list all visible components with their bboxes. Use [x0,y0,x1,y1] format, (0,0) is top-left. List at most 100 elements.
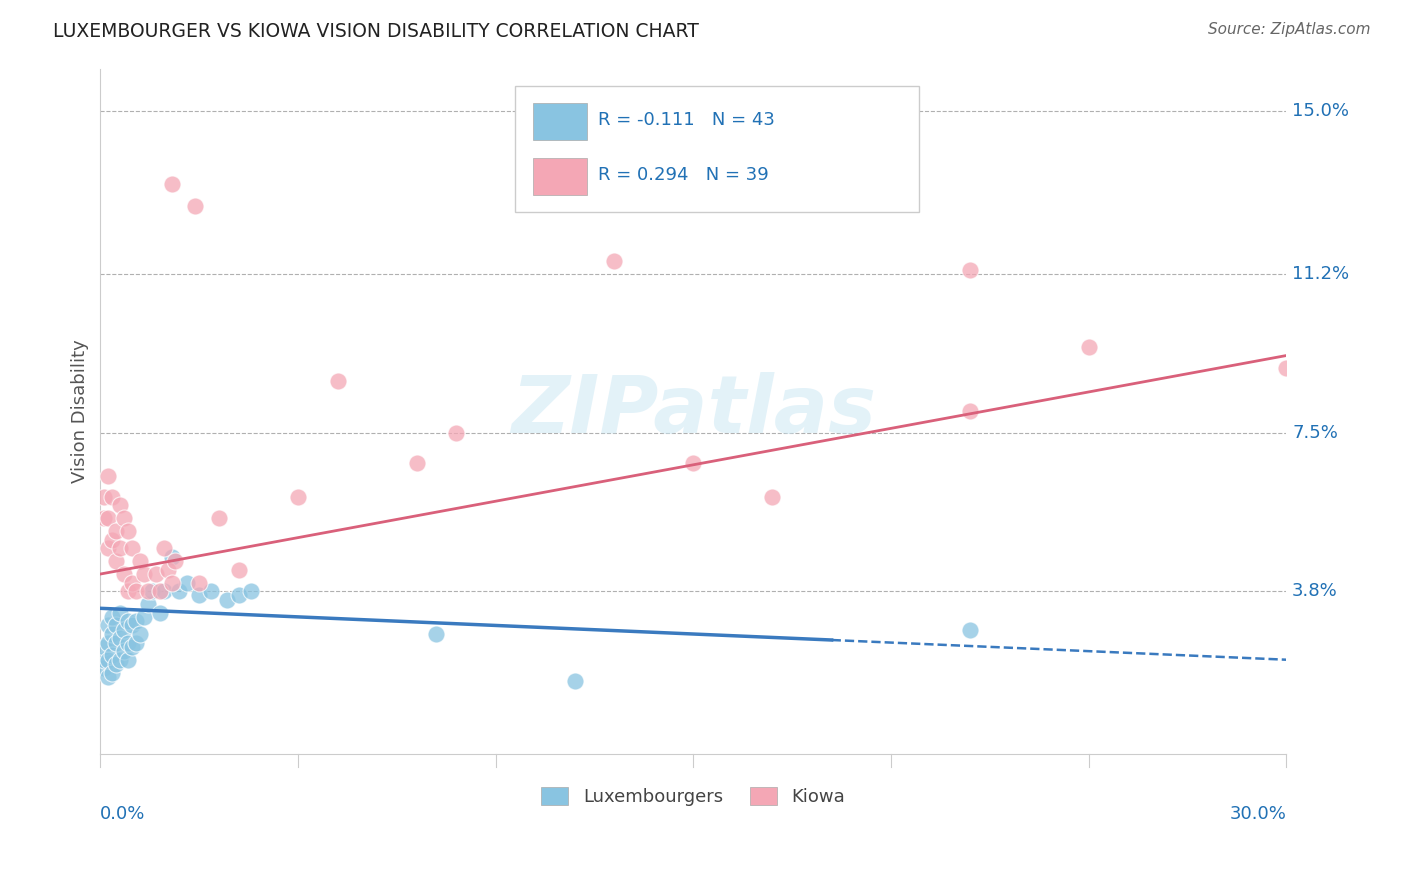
Point [101,648,124,663]
Point [128,554,150,568]
Point [93,640,115,654]
Point [184,199,207,213]
FancyBboxPatch shape [533,103,586,141]
Point [128,627,150,641]
Point [93,653,115,667]
Point [117,524,139,539]
Text: 11.2%: 11.2% [1292,265,1350,283]
Point [97,541,120,556]
Point [152,541,174,556]
Text: R = -0.111   N = 43: R = -0.111 N = 43 [599,111,775,129]
Point [136,597,159,611]
Point [121,541,143,556]
Point [228,589,250,603]
Point [136,584,159,599]
Point [239,584,262,599]
Point [208,511,231,525]
Point [959,623,981,637]
Point [141,584,163,599]
Point [405,456,427,470]
Point [959,263,981,277]
Point [93,511,115,525]
Point [160,549,183,564]
Point [108,632,131,646]
Point [93,490,115,504]
Point [1077,340,1099,354]
Point [160,575,183,590]
Point [165,554,187,568]
Point [121,640,143,654]
Text: ZIPatlas: ZIPatlas [510,372,876,450]
Point [97,635,120,649]
Point [108,606,131,620]
Point [188,575,211,590]
Point [1275,361,1298,376]
Point [117,653,139,667]
Point [97,618,120,632]
Point [97,653,120,667]
Point [112,511,135,525]
Text: 3.8%: 3.8% [1292,582,1339,600]
Point [149,606,172,620]
Point [188,589,211,603]
Point [112,567,135,582]
Point [105,657,128,671]
Point [97,511,120,525]
Point [97,670,120,684]
Point [125,614,148,628]
Point [117,614,139,628]
Point [228,563,250,577]
Point [156,563,179,577]
Point [564,674,586,689]
Y-axis label: Vision Disability: Vision Disability [72,339,89,483]
Point [425,627,447,641]
Point [101,610,124,624]
Point [215,592,238,607]
Point [287,490,309,504]
Point [200,584,222,599]
Point [761,490,783,504]
Point [105,524,128,539]
Point [132,610,155,624]
FancyBboxPatch shape [516,86,918,212]
Point [93,661,115,675]
Point [145,567,167,582]
Point [121,618,143,632]
Point [117,635,139,649]
Point [97,468,120,483]
Point [160,177,183,191]
Text: Source: ZipAtlas.com: Source: ZipAtlas.com [1208,22,1371,37]
Point [603,254,626,268]
Point [105,618,128,632]
Point [112,644,135,658]
Point [176,575,198,590]
Point [101,490,124,504]
Point [682,456,704,470]
Point [101,665,124,680]
Point [444,425,467,440]
Point [169,584,191,599]
Point [101,533,124,547]
Point [101,627,124,641]
Text: 15.0%: 15.0% [1292,103,1350,120]
Point [149,584,172,599]
Point [125,635,148,649]
Point [132,567,155,582]
Point [125,584,148,599]
Legend: Luxembourgers, Kiowa: Luxembourgers, Kiowa [534,780,852,814]
Text: 7.5%: 7.5% [1292,424,1339,442]
Point [108,653,131,667]
Text: R = 0.294   N = 39: R = 0.294 N = 39 [599,166,769,184]
Point [105,635,128,649]
Point [112,623,135,637]
FancyBboxPatch shape [533,158,586,195]
Point [121,575,143,590]
Point [108,499,131,513]
Point [105,554,128,568]
Text: 30.0%: 30.0% [1229,805,1286,823]
Point [108,541,131,556]
Point [152,584,174,599]
Text: LUXEMBOURGER VS KIOWA VISION DISABILITY CORRELATION CHART: LUXEMBOURGER VS KIOWA VISION DISABILITY … [53,22,699,41]
Point [959,404,981,418]
Point [326,374,349,388]
